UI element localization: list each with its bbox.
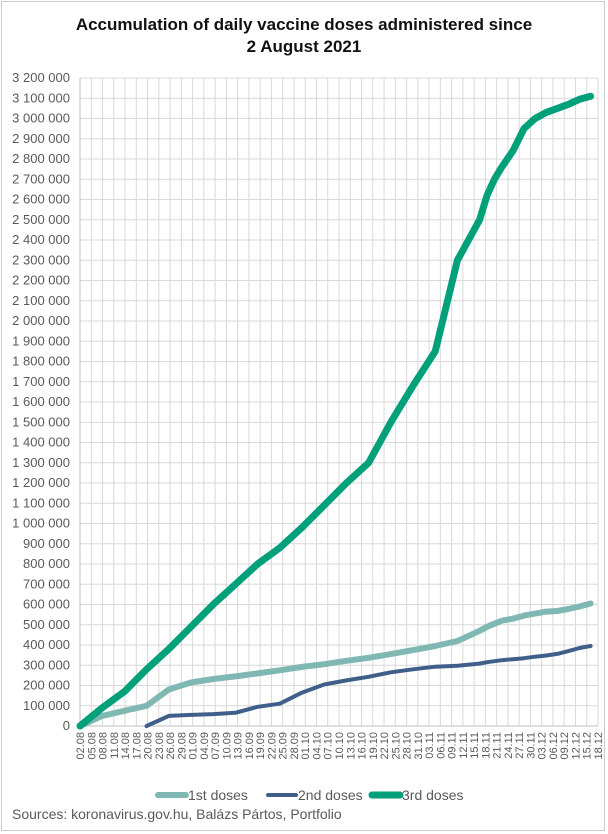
y-tick-label: 2 400 000 xyxy=(12,232,70,247)
y-tick-label: 3 200 000 xyxy=(12,70,70,85)
x-tick-label: 25.09 xyxy=(278,732,290,760)
y-tick-label: 3 100 000 xyxy=(12,90,70,105)
legend-label: 1st doses xyxy=(188,787,248,803)
y-tick-label: 2 300 000 xyxy=(12,252,70,267)
y-tick-label: 100 000 xyxy=(23,698,70,713)
y-tick-label: 1 800 000 xyxy=(12,354,70,369)
series-layer xyxy=(76,92,595,730)
x-axis-ticks: 02.08 05.08 08.08 11.08 14.08 17.08 20.08 23.08… xyxy=(75,732,605,760)
x-tick-label: 16.10 xyxy=(357,732,369,760)
x-tick-label: 23.08 xyxy=(154,732,166,760)
legend-label: 2nd doses xyxy=(298,787,363,803)
x-tick-label: 18.12 xyxy=(593,732,605,760)
y-tick-label: 2 800 000 xyxy=(12,151,70,166)
y-tick-label: 200 000 xyxy=(23,678,70,693)
y-tick-label: 500 000 xyxy=(23,617,70,632)
y-tick-label: 2 200 000 xyxy=(12,273,70,288)
x-tick-label: 04.09 xyxy=(199,732,211,760)
x-tick-label: 01.09 xyxy=(188,732,200,760)
x-tick-label: 19.09 xyxy=(255,732,267,760)
y-tick-label: 800 000 xyxy=(23,556,70,571)
series-line-1 xyxy=(77,600,594,729)
x-tick-label: 11.08 xyxy=(109,732,121,759)
y-tick-label: 0 xyxy=(63,718,70,733)
x-tick-label: 26.08 xyxy=(165,732,177,760)
x-tick-label: 17.08 xyxy=(131,732,143,760)
y-tick-label: 900 000 xyxy=(23,536,70,551)
y-tick-label: 600 000 xyxy=(23,597,70,612)
x-tick-label: 15.12 xyxy=(582,732,594,760)
x-tick-label: 27.11 xyxy=(514,732,526,759)
x-tick-label: 05.08 xyxy=(86,732,98,760)
y-tick-label: 1 100 000 xyxy=(12,495,70,510)
x-tick-label: 22.10 xyxy=(379,732,391,760)
x-tick-label: 04.10 xyxy=(311,732,323,760)
y-tick-label: 1 700 000 xyxy=(12,374,70,389)
x-tick-label: 12.12 xyxy=(570,732,582,760)
chart-title-line-1: Accumulation of daily vaccine doses admi… xyxy=(75,15,533,34)
x-tick-label: 29.08 xyxy=(176,732,188,760)
y-tick-label: 1 500 000 xyxy=(12,414,70,429)
x-tick-label: 10.09 xyxy=(221,732,233,760)
x-tick-label: 28.10 xyxy=(402,732,414,760)
y-tick-label: 1 300 000 xyxy=(12,455,70,470)
y-tick-label: 2 100 000 xyxy=(12,293,70,308)
x-tick-label: 21.11 xyxy=(492,732,504,759)
x-tick-label: 10.10 xyxy=(334,732,346,760)
y-tick-label: 2 700 000 xyxy=(12,171,70,186)
x-tick-label: 02.08 xyxy=(75,732,87,760)
x-tick-label: 31.10 xyxy=(413,732,425,760)
x-tick-label: 12.11 xyxy=(458,732,470,759)
chart-title-line-2: 2 August 2021 xyxy=(246,37,362,56)
y-tick-label: 1 600 000 xyxy=(12,394,70,409)
x-tick-label: 03.11 xyxy=(424,732,436,759)
y-tick-label: 2 600 000 xyxy=(12,192,70,207)
chart-title: Accumulation of daily vaccine doses admi… xyxy=(0,14,608,58)
y-tick-label: 400 000 xyxy=(23,637,70,652)
y-axis-ticks: 0 100 000 200 000 300 000 400 000 500 000 600 … xyxy=(12,70,70,733)
x-tick-label: 07.10 xyxy=(323,732,335,760)
y-tick-label: 2 000 000 xyxy=(12,313,70,328)
x-tick-label: 28.09 xyxy=(289,732,301,760)
x-tick-label: 19.10 xyxy=(368,732,380,760)
x-tick-label: 24.11 xyxy=(503,732,515,759)
x-tick-label: 01.10 xyxy=(300,732,312,760)
x-tick-label: 09.12 xyxy=(559,732,571,760)
x-tick-label: 25.10 xyxy=(390,732,402,760)
grid-layer xyxy=(79,77,599,727)
y-tick-label: 3 000 000 xyxy=(12,111,70,126)
y-tick-label: 1 400 000 xyxy=(12,435,70,450)
series-line-3 xyxy=(76,92,595,730)
y-tick-label: 700 000 xyxy=(23,576,70,591)
y-tick-label: 1 900 000 xyxy=(12,333,70,348)
legend: 1st doses 2nd doses 3rd doses xyxy=(155,787,463,803)
y-tick-label: 1 000 000 xyxy=(12,516,70,531)
chart-source: Sources: koronavirus.gov.hu, Balázs Párt… xyxy=(12,806,342,822)
y-tick-label: 2 500 000 xyxy=(12,212,70,227)
x-tick-label: 06.12 xyxy=(548,732,560,760)
x-tick-label: 18.11 xyxy=(480,732,492,759)
x-tick-label: 22.09 xyxy=(266,732,278,760)
x-tick-label: 16.09 xyxy=(244,732,256,760)
x-tick-label: 15.11 xyxy=(469,732,481,759)
x-tick-label: 09.11 xyxy=(447,732,459,759)
legend-label: 3rd doses xyxy=(402,787,463,803)
x-tick-label: 20.08 xyxy=(143,732,155,760)
x-tick-label: 30.11 xyxy=(525,732,537,759)
x-tick-label: 03.12 xyxy=(537,732,549,760)
x-tick-label: 06.11 xyxy=(435,732,447,759)
x-tick-label: 07.09 xyxy=(210,732,222,760)
y-tick-label: 2 900 000 xyxy=(12,131,70,146)
x-tick-label: 14.08 xyxy=(120,732,132,760)
y-tick-label: 1 200 000 xyxy=(12,475,70,490)
y-tick-label: 300 000 xyxy=(23,657,70,672)
x-tick-label: 08.08 xyxy=(98,732,110,760)
x-tick-label: 13.09 xyxy=(233,732,245,760)
x-tick-label: 13.10 xyxy=(345,732,357,760)
series-line-2 xyxy=(144,644,593,728)
